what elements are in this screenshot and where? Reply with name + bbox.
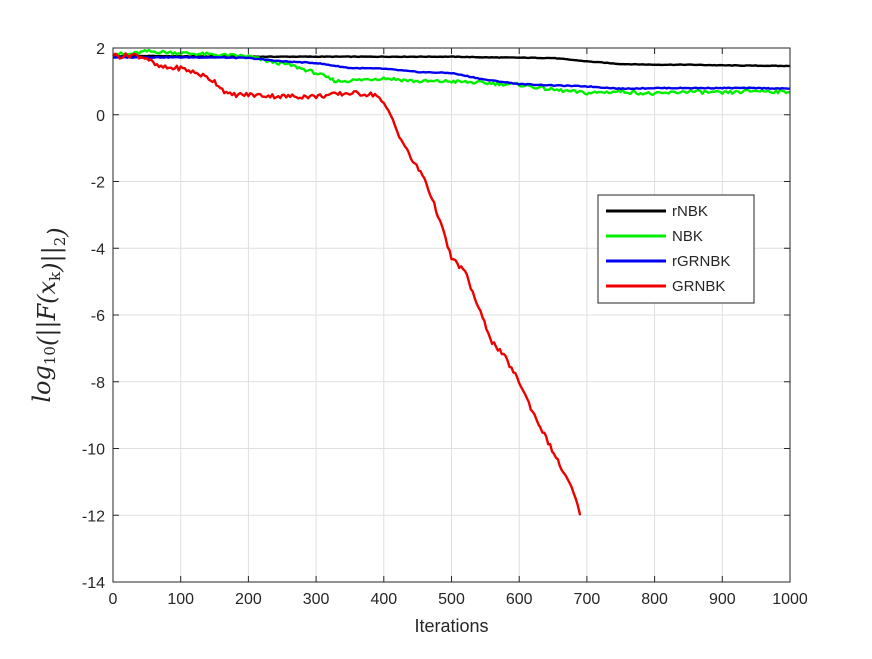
y-tick-label: -4 — [91, 241, 105, 258]
x-tick-label: 200 — [235, 591, 262, 608]
series-lines — [112, 48, 791, 516]
y-tick-label: -8 — [91, 375, 105, 392]
y-tick-label: -14 — [82, 575, 105, 592]
x-tick-label: 700 — [574, 591, 601, 608]
x-tick-label: 400 — [370, 591, 397, 608]
legend-label-nbk: NBK — [672, 228, 703, 245]
x-tick-label: 900 — [709, 591, 736, 608]
x-tick-label: 100 — [167, 591, 194, 608]
axis-ticks: 0 100 200 300 400 500 600 700 800 900 1000 -14 -12 -1… — [82, 41, 808, 608]
x-tick-label: 300 — [303, 591, 330, 608]
x-tick-label: 500 — [438, 591, 465, 608]
series-line-nbk — [112, 48, 791, 97]
x-axis-label: Iterations — [414, 616, 488, 636]
legend-label-rgrnbk: rGRNBK — [672, 253, 730, 270]
x-tick-label: 0 — [109, 591, 118, 608]
y-tick-label: -2 — [91, 175, 105, 192]
legend-label-grnbk: GRNBK — [672, 278, 725, 295]
legend-label-rnbk: rNBK — [672, 203, 708, 220]
y-axis-label: log10(||F(xk)||2) — [28, 227, 71, 402]
series-line-grnbk — [112, 52, 582, 516]
x-tick-label: 600 — [506, 591, 533, 608]
y-tick-label: 2 — [96, 41, 105, 58]
x-tick-label: 1000 — [772, 591, 808, 608]
y-tick-label: -10 — [82, 442, 105, 459]
legend: rNBK NBK rGRNBK GRNBK — [597, 194, 755, 304]
y-tick-label: 0 — [96, 108, 105, 125]
y-tick-label: -6 — [91, 308, 105, 325]
series-line-rgrnbk — [112, 55, 791, 91]
y-tick-label: -12 — [82, 508, 105, 525]
x-tick-label: 800 — [641, 591, 668, 608]
